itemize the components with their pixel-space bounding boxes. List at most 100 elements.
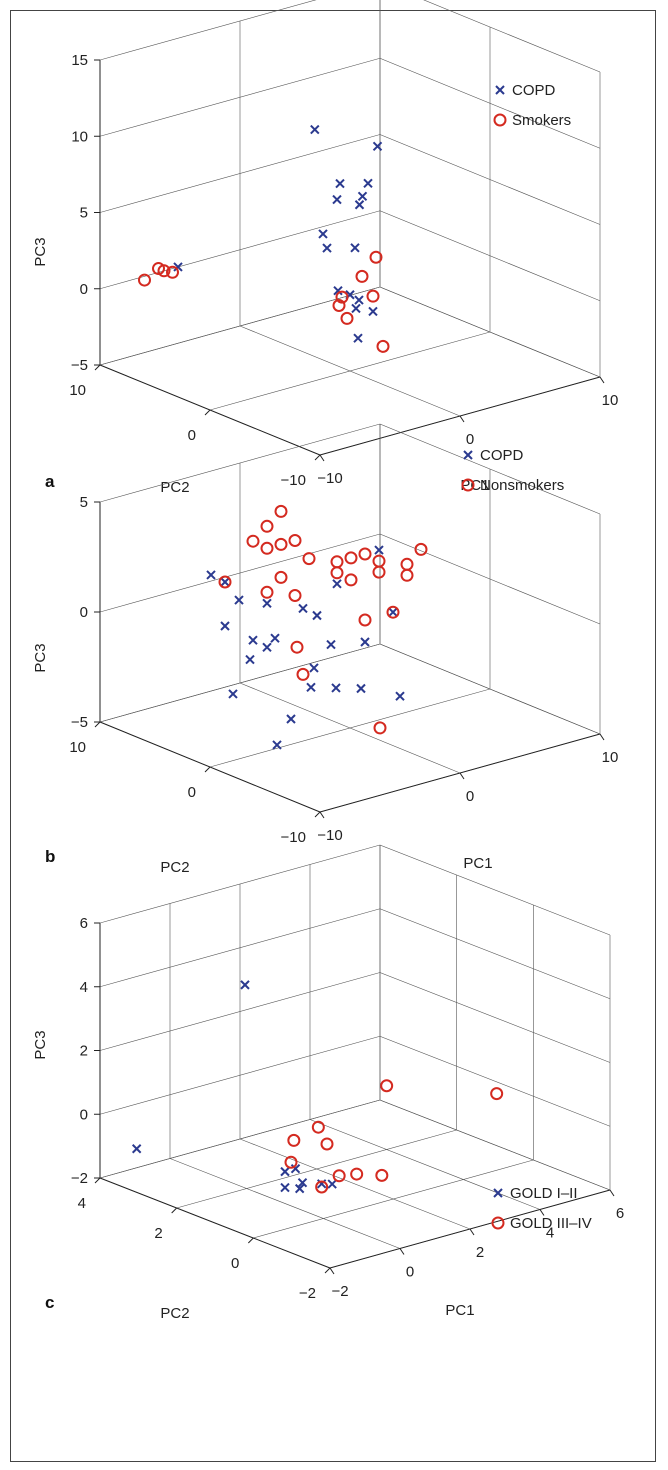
data-point-cross xyxy=(173,262,183,272)
z-tick-label: 0 xyxy=(80,604,88,621)
data-point-circle xyxy=(260,585,274,599)
data-point-circle xyxy=(332,1169,346,1183)
data-point-circle xyxy=(315,1180,329,1194)
x-tick xyxy=(469,1228,475,1236)
data-point-cross xyxy=(351,303,361,314)
data-point-cross xyxy=(322,243,332,253)
data-point-cross xyxy=(374,545,384,555)
y-tick xyxy=(171,1207,178,1214)
data-point-circle xyxy=(274,570,288,584)
data-point-cross xyxy=(262,598,272,609)
data-point-circle xyxy=(288,534,302,547)
data-point-circle xyxy=(330,555,344,569)
scatter3d-panel-a: −10010−10010−5051015PC1PC2PC3aCOPDSmoker… xyxy=(32,0,618,496)
data-point-cross xyxy=(286,714,296,724)
x-tick-label: 10 xyxy=(602,749,619,766)
data-point-cross xyxy=(298,603,308,614)
x-tick-label: −10 xyxy=(317,470,342,487)
legend-cross-icon xyxy=(493,1188,503,1198)
data-point-circle xyxy=(311,1120,325,1134)
data-point-cross xyxy=(270,633,280,643)
z-tick-label: 5 xyxy=(80,494,88,511)
data-point-circle xyxy=(335,290,349,304)
data-point-circle xyxy=(355,269,369,283)
figure-frame xyxy=(10,10,656,1462)
data-point-cross xyxy=(353,333,363,343)
legend-label: GOLD III–IV xyxy=(510,1215,592,1232)
floor-gridline xyxy=(176,1129,457,1209)
data-point-circle xyxy=(372,565,386,579)
x-tick xyxy=(609,1189,615,1197)
legend-circle-icon xyxy=(493,113,507,127)
x-tick xyxy=(329,1267,335,1275)
data-point-cross xyxy=(290,1163,301,1174)
z-tick-label: 0 xyxy=(80,281,88,298)
data-point-circle xyxy=(373,721,387,735)
legend-circle-icon xyxy=(491,1216,505,1230)
floor-gridline xyxy=(209,331,491,411)
data-point-cross xyxy=(388,607,398,617)
y-tick-label: 10 xyxy=(69,382,86,399)
data-point-cross xyxy=(294,1183,305,1194)
legend-circle-icon xyxy=(461,478,475,492)
y-axis-line xyxy=(99,1177,331,1269)
data-point-circle xyxy=(380,1079,394,1093)
data-point-cross xyxy=(350,243,360,253)
data-point-cross xyxy=(220,577,230,587)
data-point-circle xyxy=(414,542,428,556)
data-point-circle xyxy=(288,589,302,602)
legend: COPD Nonsmokers xyxy=(461,447,564,494)
x-tick-label: −10 xyxy=(317,827,342,844)
x-tick-label: 10 xyxy=(602,392,619,409)
data-point-cross xyxy=(248,635,258,645)
data-point-cross xyxy=(245,654,255,665)
z-tick-label: −2 xyxy=(71,1170,88,1187)
panel-label: b xyxy=(45,847,55,866)
legend-label: Smokers xyxy=(512,112,571,129)
z-tick-label: 6 xyxy=(80,915,88,932)
y-tick xyxy=(204,766,211,773)
data-point-cross xyxy=(333,285,343,296)
data-point-cross xyxy=(326,639,336,650)
z-tick-label: 10 xyxy=(71,128,88,145)
data-point-cross xyxy=(354,200,365,210)
data-point-cross xyxy=(318,229,328,239)
data-point-circle xyxy=(490,1087,504,1101)
x-tick-label: 0 xyxy=(466,431,474,448)
data-point-circle xyxy=(287,1133,301,1147)
data-point-cross xyxy=(332,194,342,205)
z-axis-title: PC3 xyxy=(32,643,49,672)
data-point-cross xyxy=(327,1179,337,1189)
x-tick-label: −2 xyxy=(331,1283,348,1300)
data-point-cross xyxy=(262,642,272,653)
legend-cross-icon xyxy=(495,85,505,95)
side-wall-gridline xyxy=(379,643,601,735)
data-point-cross xyxy=(206,570,216,580)
side-wall-gridline xyxy=(379,1099,611,1191)
x-tick xyxy=(539,1209,545,1216)
data-point-circle xyxy=(350,1167,364,1181)
data-point-cross xyxy=(310,124,320,135)
x-tick xyxy=(459,415,465,423)
back-wall-gridline xyxy=(99,972,381,1051)
z-tick-label: 15 xyxy=(71,52,88,69)
y-tick xyxy=(94,364,101,371)
z-tick-label: 2 xyxy=(80,1043,88,1060)
data-point-circle xyxy=(274,504,288,518)
side-wall-gridline xyxy=(379,57,601,149)
data-point-circle xyxy=(246,534,260,548)
y-tick-label: −10 xyxy=(281,829,306,846)
side-wall-gridline xyxy=(379,210,601,302)
data-point-circle xyxy=(400,557,414,571)
x-tick-label: 0 xyxy=(406,1264,414,1281)
data-point-cross xyxy=(360,637,370,647)
back-wall-gridline xyxy=(99,423,381,503)
x-axis-title: PC1 xyxy=(445,1302,474,1319)
data-point-cross xyxy=(306,682,316,693)
y-tick-label: 10 xyxy=(69,739,86,756)
z-axis-title: PC3 xyxy=(32,1030,49,1059)
panel-label: c xyxy=(45,1293,54,1312)
z-tick-label: 4 xyxy=(80,979,88,996)
x-tick-label: 6 xyxy=(616,1205,624,1222)
